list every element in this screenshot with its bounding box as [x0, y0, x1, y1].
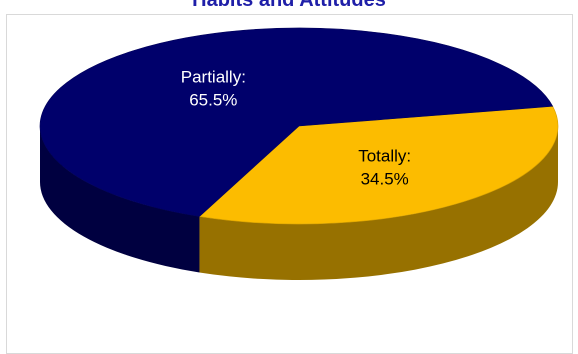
- chart-title: Habits and Attitudes: [192, 0, 386, 11]
- pie-slice-side-partially: [40, 126, 200, 273]
- slice-label-totally-value: 34.5%: [361, 169, 409, 188]
- pie-slice-partially: [39, 27, 554, 217]
- pie-slice-totally: [198, 105, 559, 225]
- pie-slice-side-totally: [199, 126, 558, 280]
- slice-label-partially-value: 65.5%: [189, 91, 237, 110]
- slice-label-totally-name: Totally:: [358, 146, 411, 165]
- pie-sides: [40, 126, 558, 280]
- pie-tops: [39, 27, 559, 225]
- slice-label-partially-name: Partially:: [181, 68, 246, 87]
- pie-labels: Totally: 34.5% Partially: 65.5%: [181, 68, 411, 189]
